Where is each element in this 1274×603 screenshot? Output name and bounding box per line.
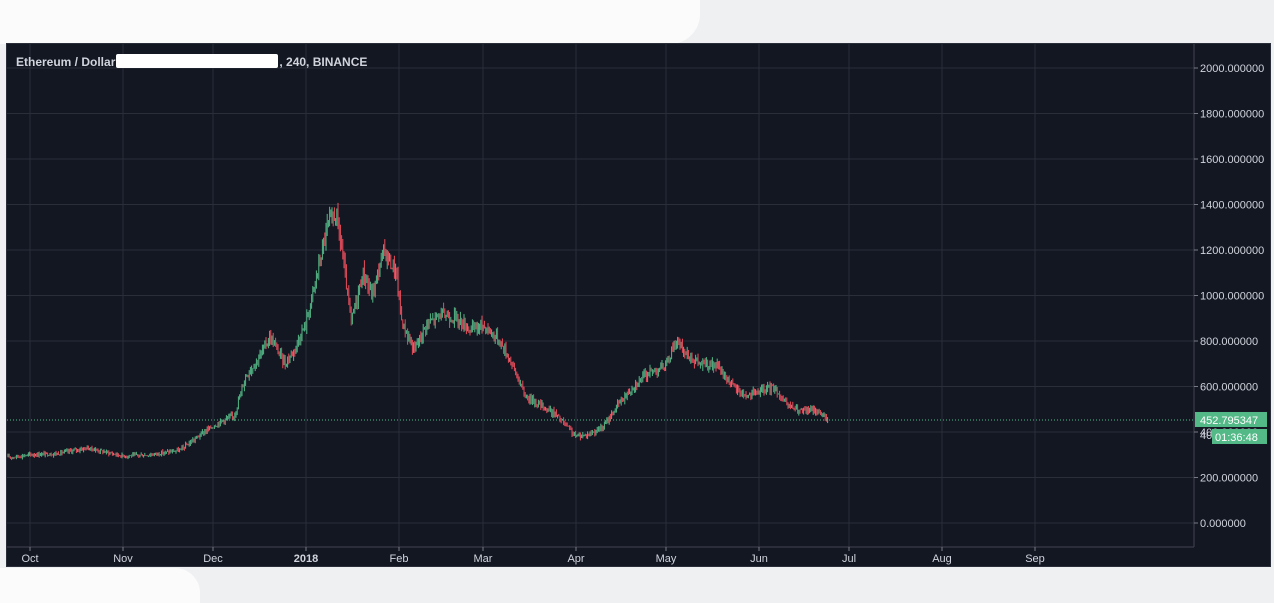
- price-tick-label[interactable]: 2000.000000: [1200, 63, 1264, 75]
- time-axis[interactable]: Oct Nov Dec 2018 Feb Mar Apr May Jun Jul Aug Sep: [21, 547, 1045, 565]
- interval-exchange: , 240, BINANCE: [279, 55, 368, 69]
- time-tick-label[interactable]: Oct: [21, 553, 38, 565]
- countdown-badge-bg: [1212, 428, 1267, 444]
- symbol-name: Ethereum / Dollar: [16, 55, 116, 69]
- grid: [7, 44, 1194, 547]
- last-price-badge: 452.795347: [1195, 411, 1267, 427]
- price-tick-label[interactable]: 1800.000000: [1200, 109, 1264, 121]
- last-price-badge-bg: [1195, 411, 1267, 427]
- price-tick-label[interactable]: 1400.000000: [1200, 200, 1264, 212]
- time-tick-label[interactable]: Sep: [1025, 553, 1045, 565]
- time-tick-label[interactable]: 2018: [294, 553, 318, 565]
- price-tick-label[interactable]: 1000.000000: [1200, 291, 1264, 303]
- price-tick-label[interactable]: 1200.000000: [1200, 245, 1264, 257]
- price-chart[interactable]: 2000.000000 1800.000000 1600.000000 1400.00…: [7, 44, 1270, 566]
- redaction-bar-bottom: [0, 568, 200, 603]
- time-tick-label[interactable]: Jun: [750, 553, 768, 565]
- price-tick-label[interactable]: 200.000000: [1200, 473, 1258, 485]
- time-tick-label[interactable]: Dec: [203, 553, 223, 565]
- candles: [7, 202, 829, 461]
- countdown-badge: 01:36:48: [1212, 428, 1267, 444]
- price-tick-partial: 40: [1200, 430, 1212, 442]
- time-tick-label[interactable]: Aug: [932, 553, 952, 565]
- time-tick-label[interactable]: Apr: [567, 553, 584, 565]
- time-tick-label[interactable]: May: [656, 553, 677, 565]
- time-tick-label[interactable]: Mar: [474, 553, 493, 565]
- symbol-legend[interactable]: Ethereum / Dollar , 240, BINANCE: [16, 54, 367, 69]
- price-axis[interactable]: 2000.000000 1800.000000 1600.000000 1400.00…: [1194, 63, 1264, 530]
- price-tick-label[interactable]: 800.000000: [1200, 336, 1258, 348]
- legend-redaction: [116, 54, 279, 68]
- redaction-bar-top: [0, 0, 700, 44]
- price-tick-label[interactable]: 600.000000: [1200, 382, 1258, 394]
- time-tick-label[interactable]: Nov: [113, 553, 133, 565]
- time-tick-label[interactable]: Feb: [390, 553, 409, 565]
- time-tick-label[interactable]: Jul: [842, 553, 856, 565]
- chart-frame[interactable]: 2000.000000 1800.000000 1600.000000 1400.00…: [6, 43, 1271, 567]
- last-price-label: 452.795347: [1200, 415, 1258, 427]
- countdown-label: 01:36:48: [1215, 432, 1258, 444]
- price-tick-label[interactable]: 0.000000: [1200, 518, 1246, 530]
- price-tick-label[interactable]: 1600.000000: [1200, 154, 1264, 166]
